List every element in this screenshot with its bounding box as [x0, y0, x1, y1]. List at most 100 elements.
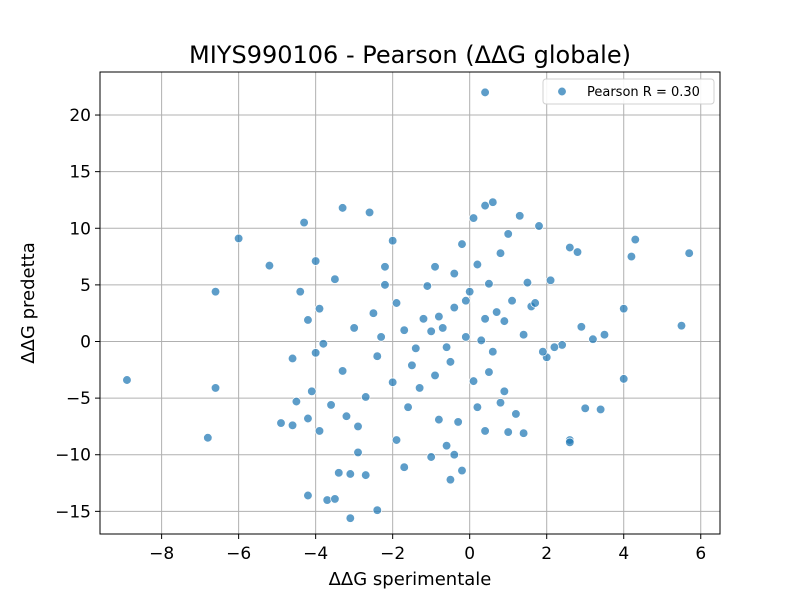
- data-point: [353, 447, 363, 458]
- data-point: [488, 197, 498, 207]
- data-point: [445, 357, 456, 367]
- data-point: [565, 242, 575, 253]
- x-tick-label: 0: [464, 544, 475, 564]
- data-point: [576, 322, 587, 332]
- y-tick-label: 10: [69, 219, 91, 239]
- data-point: [122, 375, 132, 385]
- data-point: [619, 304, 629, 314]
- data-point: [203, 433, 213, 443]
- x-tick-label: 2: [541, 544, 552, 564]
- x-tick-label: −8: [149, 544, 174, 564]
- data-point: [453, 417, 463, 427]
- data-point: [307, 386, 317, 396]
- data-point: [303, 315, 313, 325]
- data-point: [507, 296, 517, 306]
- data-point: [449, 302, 459, 313]
- y-axis-ticks: −15 −10 −5 0 5 10 15 20: [55, 106, 100, 522]
- data-point: [361, 470, 371, 480]
- legend: Pearson R = 0.30: [542, 78, 715, 105]
- data-point: [484, 367, 494, 377]
- data-point: [480, 87, 490, 98]
- data-point: [565, 437, 575, 447]
- data-point: [572, 247, 583, 257]
- data-point: [599, 330, 610, 340]
- data-point: [499, 316, 509, 326]
- data-point: [422, 281, 432, 291]
- data-point: [449, 450, 459, 460]
- data-point: [291, 396, 302, 407]
- data-point: [414, 383, 425, 393]
- data-point: [595, 404, 606, 415]
- data-point: [472, 259, 483, 270]
- data-point: [534, 221, 544, 231]
- data-point: [372, 505, 382, 515]
- data-point: [276, 418, 286, 428]
- data-point: [353, 421, 363, 432]
- data-point: [264, 260, 275, 271]
- y-tick-label: −5: [66, 389, 91, 409]
- data-point: [287, 420, 298, 430]
- data-point: [518, 428, 529, 438]
- legend-label: Pearson R = 0.30: [587, 85, 700, 100]
- data-point: [399, 462, 409, 472]
- data-point: [476, 335, 486, 346]
- data-point: [337, 366, 348, 376]
- data-point: [430, 370, 440, 381]
- data-point: [388, 236, 398, 246]
- legend-marker: [557, 86, 567, 97]
- data-point: [522, 277, 533, 288]
- data-point: [330, 494, 340, 504]
- x-axis-label: ΔΔG sperimentale: [329, 569, 492, 590]
- data-point: [549, 342, 560, 352]
- data-point: [515, 211, 525, 221]
- data-point: [472, 402, 483, 412]
- data-point: [511, 409, 521, 419]
- data-point: [488, 347, 498, 357]
- data-point: [341, 411, 352, 421]
- x-axis-ticks: −8 −6 −4 −2 0 2 4 6: [149, 534, 706, 564]
- data-point: [503, 229, 513, 239]
- y-axis-label: ΔΔG predetta: [18, 242, 39, 363]
- data-point: [538, 347, 548, 357]
- data-point: [330, 274, 340, 284]
- data-point: [391, 435, 402, 445]
- data-point: [434, 414, 444, 425]
- data-point: [468, 213, 479, 223]
- data-point: [468, 376, 479, 386]
- data-point: [449, 268, 459, 279]
- y-tick-label: 0: [80, 333, 91, 353]
- data-point: [580, 403, 590, 413]
- data-point: [630, 234, 640, 245]
- data-point: [557, 340, 567, 350]
- data-point: [368, 308, 379, 318]
- data-point: [518, 330, 529, 340]
- data-point: [445, 474, 456, 485]
- data-point: [418, 314, 429, 324]
- data-point: [407, 360, 417, 370]
- data-point: [495, 248, 506, 258]
- data-point: [303, 413, 313, 424]
- data-point: [322, 495, 332, 505]
- data-point: [233, 233, 244, 244]
- data-point: [314, 304, 325, 314]
- data-point: [588, 334, 598, 344]
- legend-box: [542, 78, 715, 105]
- x-tick-label: 6: [695, 544, 706, 564]
- data-point: [499, 386, 509, 396]
- data-point: [318, 339, 329, 349]
- data-point: [545, 275, 556, 286]
- data-point: [210, 287, 221, 297]
- data-point: [403, 402, 413, 412]
- data-point: [287, 353, 298, 364]
- y-tick-label: 5: [80, 276, 91, 296]
- data-point: [303, 490, 313, 501]
- data-point: [299, 217, 309, 228]
- data-point: [364, 207, 375, 218]
- data-point: [480, 314, 490, 324]
- data-point: [295, 287, 305, 297]
- data-point: [480, 426, 490, 436]
- y-tick-label: 20: [69, 106, 91, 126]
- data-point: [480, 200, 490, 211]
- data-point: [411, 343, 421, 353]
